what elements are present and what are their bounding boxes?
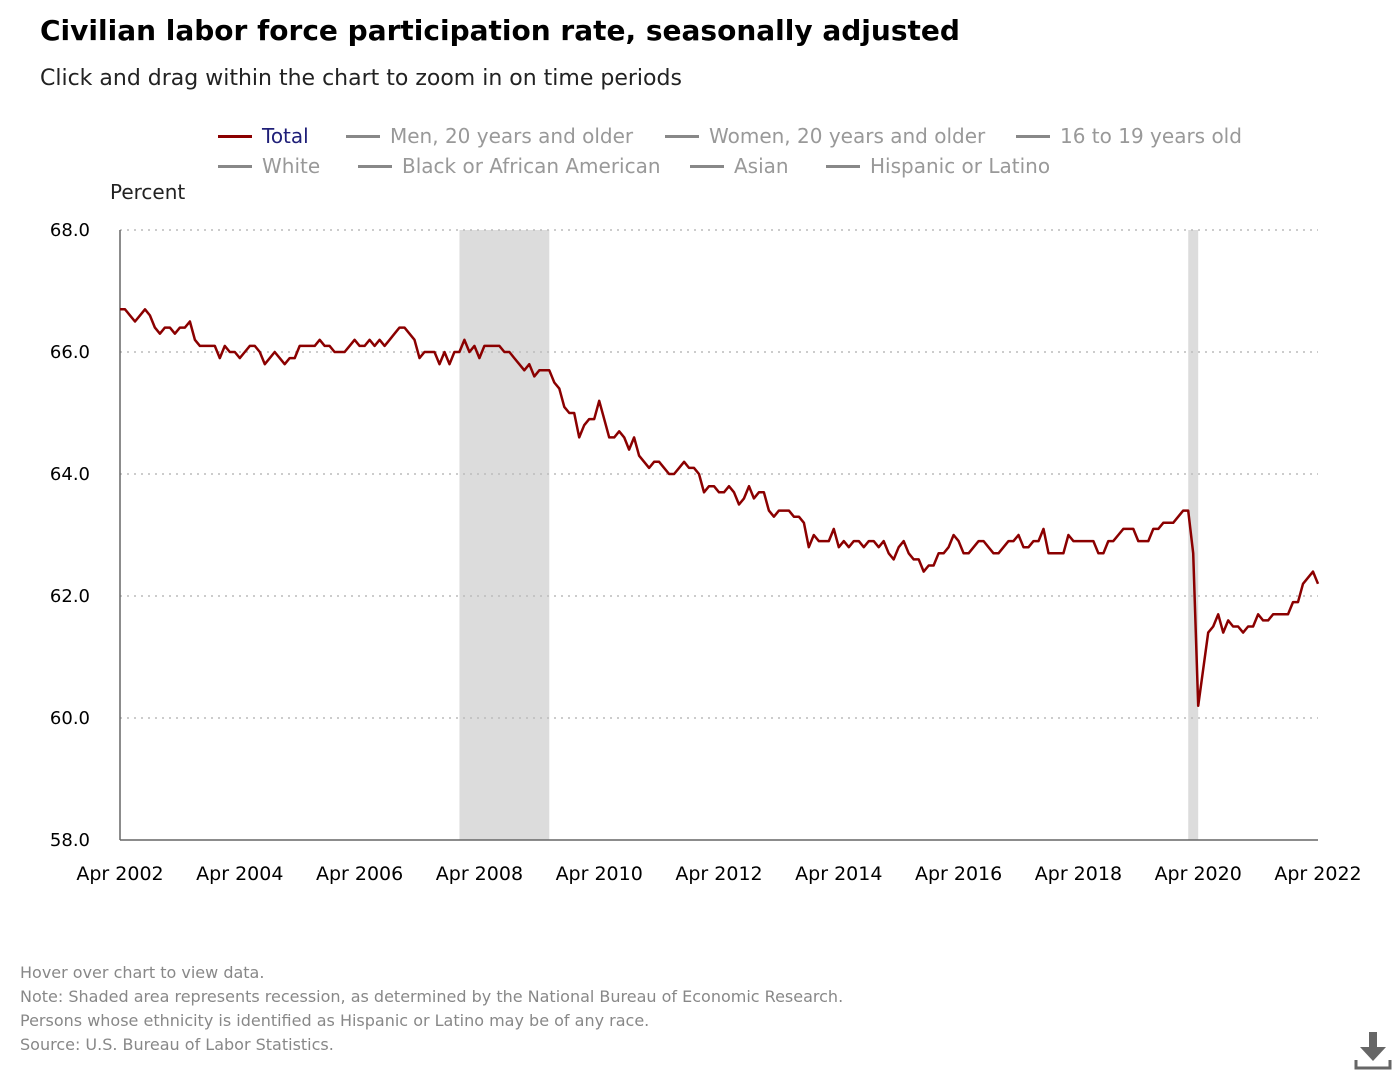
- legend-label-16-19: 16 to 19 years old: [1060, 124, 1242, 148]
- legend-label-white: White: [262, 154, 321, 178]
- legend-item-total[interactable]: Total: [218, 124, 309, 148]
- y-tick-label: 68.0: [50, 220, 90, 241]
- x-tick-label: Apr 2008: [436, 863, 523, 885]
- line-chart[interactable]: 58.0 60.0 62.0 64.0 66.0 68.0 Apr 2002 Apr 2004…: [0, 0, 1400, 900]
- x-tick-label: Apr 2022: [1274, 863, 1361, 885]
- y-tick-label: 60.0: [50, 708, 90, 729]
- legend-swatch-white: [218, 164, 252, 168]
- legend-swatch-total: [218, 134, 252, 138]
- x-tick-label: Apr 2016: [915, 863, 1002, 885]
- legend-label-men: Men, 20 years and older: [390, 124, 634, 148]
- legend-item-hispanic[interactable]: Hispanic or Latino: [826, 154, 1050, 178]
- x-tick-label: Apr 2020: [1155, 863, 1242, 885]
- y-tick-label: 62.0: [50, 586, 90, 607]
- legend-swatch-black: [358, 164, 392, 168]
- legend-label-hispanic: Hispanic or Latino: [870, 154, 1051, 178]
- x-tick-label: Apr 2018: [1035, 863, 1122, 885]
- recession-band-0: [459, 230, 550, 840]
- y-tick-label: 66.0: [50, 342, 90, 363]
- y-axis-label: Percent: [110, 180, 186, 204]
- legend-label-total: Total: [262, 124, 309, 148]
- legend-label-women: Women, 20 years and older: [709, 124, 986, 148]
- legend-swatch-men: [346, 134, 380, 138]
- y-tick-label: 58.0: [50, 830, 90, 851]
- download-icon[interactable]: [1352, 1030, 1392, 1072]
- x-tick-label: Apr 2012: [675, 863, 762, 885]
- x-tick-label: Apr 2010: [556, 863, 643, 885]
- legend-item-women[interactable]: Women, 20 years and older: [665, 124, 985, 148]
- x-tick-label: Apr 2006: [316, 863, 403, 885]
- legend-item-asian[interactable]: Asian: [690, 154, 789, 178]
- legend-swatch-asian: [690, 164, 724, 168]
- x-tick-label: Apr 2002: [76, 863, 163, 885]
- recession-note: Note: Shaded area represents recession, …: [20, 987, 844, 1006]
- legend-swatch-16-19: [1016, 134, 1050, 138]
- y-tick-label: 64.0: [50, 464, 90, 485]
- legend-item-16-19[interactable]: 16 to 19 years old: [1016, 124, 1242, 148]
- x-tick-label: Apr 2004: [196, 863, 283, 885]
- recession-band-1: [1188, 230, 1199, 840]
- hover-note: Hover over chart to view data.: [20, 963, 265, 982]
- legend-label-black: Black or African American: [402, 154, 661, 178]
- legend-label-asian: Asian: [734, 154, 789, 178]
- legend-swatch-hispanic: [826, 164, 860, 168]
- legend-item-white[interactable]: White: [218, 154, 320, 178]
- series-line-total: [120, 308, 1320, 708]
- ethnicity-note: Persons whose ethnicity is identified as…: [20, 1011, 650, 1030]
- x-tick-label: Apr 2014: [795, 863, 882, 885]
- legend-swatch-women: [665, 134, 699, 138]
- chart-subtitle: Click and drag within the chart to zoom …: [40, 66, 682, 91]
- legend-item-men[interactable]: Men, 20 years and older: [346, 124, 633, 148]
- chart-title: Civilian labor force participation rate,…: [40, 14, 960, 47]
- source-note: Source: U.S. Bureau of Labor Statistics.: [20, 1035, 334, 1054]
- legend-item-black[interactable]: Black or African American: [358, 154, 661, 178]
